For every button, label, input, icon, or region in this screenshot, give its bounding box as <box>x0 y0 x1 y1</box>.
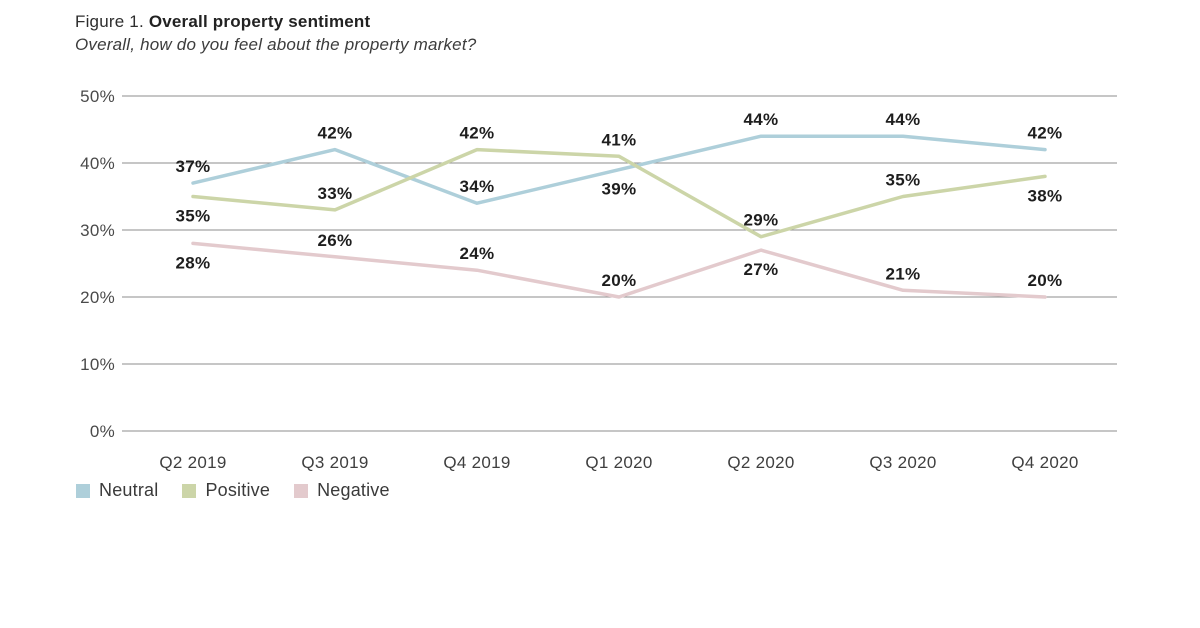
point-label-neutral-q3-2020: 44% <box>886 110 921 129</box>
point-label-negative-q2-2020: 27% <box>744 260 779 279</box>
legend-swatch-neutral <box>76 483 90 498</box>
point-label-neutral-q2-2019: 37% <box>176 157 211 176</box>
x-tick-label-q4-2019: Q4 2019 <box>443 453 510 472</box>
chart-header: Figure 1. Overall property sentiment Ove… <box>75 10 476 56</box>
legend-label-negative: Negative <box>317 480 390 500</box>
y-tick-label-0: 0% <box>90 422 115 441</box>
point-label-neutral-q4-2019: 34% <box>460 177 495 196</box>
legend-label-positive: Positive <box>205 480 271 500</box>
point-label-negative-q4-2019: 24% <box>460 244 495 263</box>
series-line-positive <box>191 147 1047 239</box>
point-label-neutral-q1-2020: 39% <box>602 180 637 199</box>
point-label-negative-q1-2020: 20% <box>602 271 637 290</box>
x-tick-label-q3-2020: Q3 2020 <box>869 453 936 472</box>
point-label-positive-q2-2020: 29% <box>744 211 779 230</box>
point-label-positive-q4-2020: 38% <box>1028 186 1063 205</box>
figure-subtitle: Overall, how do you feel about the prope… <box>75 35 477 54</box>
x-tick-label-q3-2019: Q3 2019 <box>301 453 368 472</box>
series-line-negative <box>191 241 1047 299</box>
y-tick-label-20: 20% <box>80 288 115 307</box>
y-tick-label-40: 40% <box>80 154 115 173</box>
y-tick-label-30: 30% <box>80 221 115 240</box>
point-label-positive-q3-2020: 35% <box>886 171 921 190</box>
series-line-neutral <box>191 134 1047 205</box>
point-label-neutral-q4-2020: 42% <box>1028 124 1063 143</box>
figure-title-line: Figure 1. Overall property sentiment <box>75 10 476 33</box>
point-label-negative-q3-2019: 26% <box>318 231 353 250</box>
point-label-positive-q1-2020: 41% <box>602 130 637 149</box>
x-tick-label-q1-2020: Q1 2020 <box>585 453 652 472</box>
y-tick-label-50: 50% <box>80 87 115 106</box>
figure-label: Figure 1. <box>75 12 144 31</box>
legend-swatch-negative <box>294 483 309 498</box>
legend-item-neutral: Neutral <box>76 480 158 501</box>
point-label-positive-q3-2019: 33% <box>318 184 353 203</box>
point-label-negative-q4-2020: 20% <box>1028 271 1063 290</box>
legend-swatch-positive <box>182 483 197 498</box>
point-label-positive-q2-2019: 35% <box>176 207 211 226</box>
chart-legend: Neutral Positive Negative <box>76 480 390 501</box>
point-label-negative-q3-2020: 21% <box>886 264 921 283</box>
point-label-neutral-q3-2019: 42% <box>318 124 353 143</box>
y-tick-label-10: 10% <box>80 355 115 374</box>
legend-item-negative: Negative <box>294 480 390 501</box>
x-tick-label-q4-2020: Q4 2020 <box>1011 453 1078 472</box>
legend-label-neutral: Neutral <box>99 480 159 500</box>
point-label-positive-q4-2019: 42% <box>460 124 495 143</box>
figure-title: Overall property sentiment <box>148 12 371 31</box>
x-tick-label-q2-2020: Q2 2020 <box>727 453 794 472</box>
point-label-neutral-q2-2020: 44% <box>744 110 779 129</box>
x-tick-label-q2-2019: Q2 2019 <box>159 453 226 472</box>
legend-item-positive: Positive <box>182 480 270 501</box>
point-label-negative-q2-2019: 28% <box>176 253 211 272</box>
